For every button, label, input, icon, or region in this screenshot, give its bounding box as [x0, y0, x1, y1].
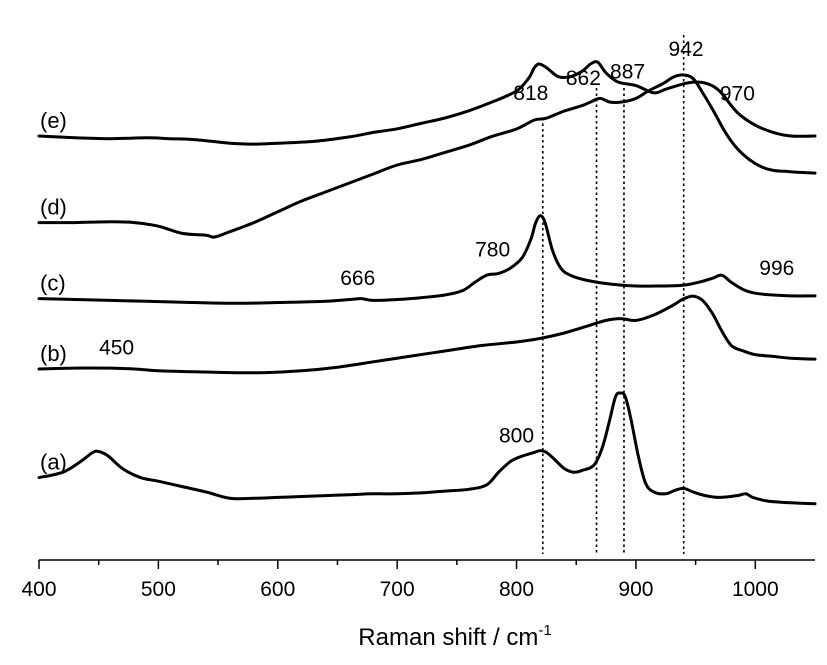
- x-axis: 400 500 600 700 800 900 1000: [21, 559, 815, 601]
- x-tick-label: 400: [21, 578, 56, 601]
- peak-label: 780: [475, 238, 510, 261]
- peak-label: 970: [720, 83, 755, 106]
- spectrum-curve-c: [37, 214, 817, 305]
- x-axis-label-superscript: -1: [538, 622, 551, 639]
- peak-label: 887: [610, 61, 645, 84]
- peak-label: 800: [499, 425, 534, 448]
- x-tick-label: 500: [141, 578, 176, 601]
- curve-label: (b): [40, 341, 67, 366]
- reference-lines: [542, 35, 685, 554]
- spectrum-curve-a: [37, 391, 817, 506]
- spectrum-curve-d: [37, 73, 817, 239]
- curve-label: (e): [40, 108, 67, 133]
- peak-label: 818: [513, 82, 548, 105]
- x-tick-label: 1000: [732, 578, 779, 601]
- curve-labels: (e) (d) (c) (b) (a): [40, 108, 67, 475]
- peak-annotations: 942 862 887 818 970 780 666 996 800 450: [99, 38, 794, 448]
- curve-label: (a): [40, 450, 67, 475]
- x-tick-label: 800: [499, 578, 534, 601]
- spectrum-curve-e: [37, 60, 817, 146]
- peak-label: 450: [99, 336, 134, 359]
- peak-label: 942: [669, 38, 704, 61]
- x-axis-label: Raman shift / cm-1: [358, 622, 551, 651]
- x-tick-label: 600: [260, 578, 295, 601]
- x-tick-label: 900: [618, 578, 653, 601]
- peak-label: 862: [566, 67, 601, 90]
- curve-label: (c): [40, 271, 66, 296]
- peak-label: 996: [759, 257, 794, 280]
- curve-label: (d): [40, 195, 67, 220]
- x-tick-label: 700: [380, 578, 415, 601]
- peak-label: 666: [340, 267, 375, 290]
- spectra-curves: [37, 60, 817, 506]
- spectrum-curve-b: [37, 294, 817, 375]
